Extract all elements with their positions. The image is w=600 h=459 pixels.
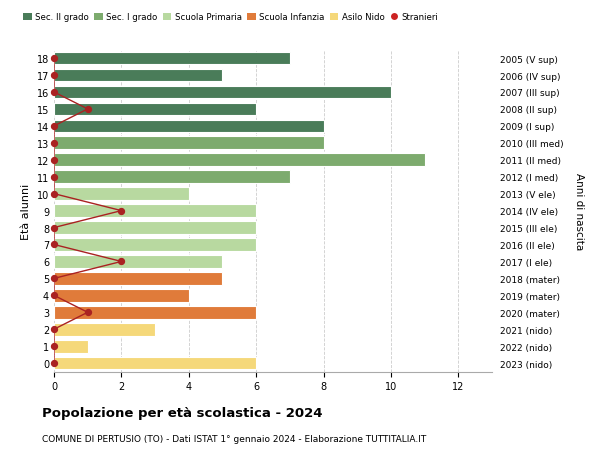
Point	[116, 207, 126, 215]
Point	[49, 326, 59, 333]
Bar	[54, 239, 256, 251]
Y-axis label: Età alunni: Età alunni	[21, 183, 31, 239]
Bar	[54, 103, 256, 116]
Text: COMUNE DI PERTUSIO (TO) - Dati ISTAT 1° gennaio 2024 - Elaborazione TUTTITALIA.I: COMUNE DI PERTUSIO (TO) - Dati ISTAT 1° …	[42, 434, 426, 443]
Bar	[54, 306, 256, 319]
Point	[83, 309, 92, 316]
Point	[49, 292, 59, 299]
Point	[49, 157, 59, 164]
Point	[83, 106, 92, 113]
Bar	[54, 323, 155, 336]
Point	[49, 72, 59, 79]
Point	[49, 241, 59, 249]
Bar	[54, 154, 425, 167]
Bar	[54, 69, 223, 82]
Bar	[54, 188, 189, 201]
Bar	[54, 289, 189, 302]
Bar	[54, 222, 256, 235]
Bar	[54, 171, 290, 184]
Legend: Sec. II grado, Sec. I grado, Scuola Primaria, Scuola Infanzia, Asilo Nido, Stran: Sec. II grado, Sec. I grado, Scuola Prim…	[23, 13, 439, 22]
Point	[49, 224, 59, 232]
Text: Popolazione per età scolastica - 2024: Popolazione per età scolastica - 2024	[42, 406, 323, 419]
Bar	[54, 256, 223, 268]
Bar	[54, 137, 323, 150]
Bar	[54, 205, 256, 218]
Point	[49, 174, 59, 181]
Bar	[54, 340, 88, 353]
Bar	[54, 53, 290, 65]
Point	[49, 275, 59, 282]
Point	[49, 360, 59, 367]
Point	[49, 123, 59, 130]
Bar	[54, 120, 323, 133]
Point	[49, 190, 59, 198]
Point	[49, 55, 59, 62]
Point	[49, 343, 59, 350]
Y-axis label: Anni di nascita: Anni di nascita	[574, 173, 584, 250]
Bar	[54, 86, 391, 99]
Bar	[54, 357, 256, 369]
Point	[49, 140, 59, 147]
Bar	[54, 273, 223, 285]
Point	[116, 258, 126, 266]
Point	[49, 89, 59, 96]
